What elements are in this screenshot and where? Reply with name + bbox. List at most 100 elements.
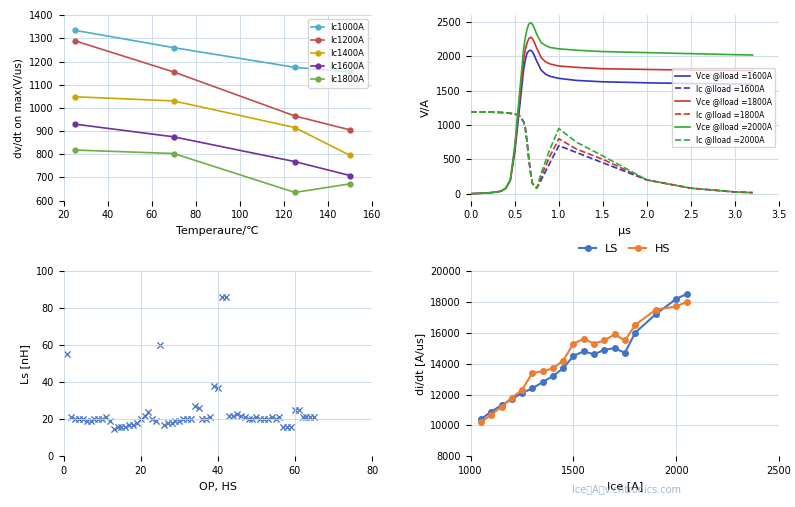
Point [246, 415, 259, 423]
Vce @Iload =1800A [532, 45, 541, 51]
Ic1000A [345, 69, 355, 75]
Vce @Iload =1600A [524, 48, 533, 54]
Vce @Iload =2000A [748, 52, 758, 58]
Ic @Iload =2000A [475, 109, 484, 115]
Vce @Iload =1600A [598, 79, 607, 85]
Vce @Iload =1800A [572, 64, 581, 70]
LS [568, 353, 578, 359]
LS [558, 365, 568, 371]
Ic @Iload =1600A [471, 109, 480, 115]
Ic @Iload =1800A [483, 109, 493, 115]
Vce @Iload =2000A [642, 50, 652, 56]
HS [528, 370, 537, 376]
Point [238, 413, 251, 421]
Ic @Iload =2000A [572, 139, 581, 145]
Line: Ic @Iload =2000A: Ic @Iload =2000A [471, 112, 753, 193]
Vce @Iload =2000A [598, 49, 607, 55]
Ic @Iload =1600A [532, 185, 541, 191]
Ic @Iload =2000A [528, 180, 537, 187]
LS [620, 350, 630, 356]
Vce @Iload =1800A [537, 55, 546, 61]
Point [285, 423, 297, 431]
HS [487, 412, 496, 418]
Vce @Iload =1800A [519, 57, 529, 63]
Ic @Iload =1800A [731, 189, 740, 195]
Vce @Iload =1600A [488, 190, 498, 196]
Point [219, 293, 232, 301]
Vce @Iload =1800A [514, 101, 524, 107]
Point [126, 421, 139, 429]
Line: Ic1200A: Ic1200A [72, 38, 352, 132]
Ic @Iload =1800A [510, 111, 519, 117]
Ic @Iload =1600A [483, 109, 493, 115]
Ic @Iload =1800A [475, 109, 484, 115]
Ic @Iload =1600A [748, 190, 758, 196]
Vce @Iload =1600A [554, 76, 564, 82]
Ic @Iload =1800A [686, 185, 696, 191]
Point [134, 415, 147, 423]
Ic1400A [169, 98, 179, 104]
Ic @Iload =1600A [528, 180, 537, 187]
Point [61, 350, 74, 358]
Ic @Iload =1800A [492, 110, 502, 116]
Point [76, 415, 89, 423]
Ic @Iload =1800A [525, 170, 535, 176]
Vce @Iload =1600A [731, 81, 740, 87]
Vce @Iload =1800A [501, 185, 510, 191]
Ic @Iload =2000A [519, 119, 529, 125]
Vce @Iload =1600A [483, 190, 493, 196]
Y-axis label: di/dt [A/us]: di/dt [A/us] [415, 333, 425, 394]
Point [262, 415, 274, 423]
Vce @Iload =1800A [510, 146, 519, 152]
Ic @Iload =2000A [514, 113, 524, 119]
Point [161, 419, 174, 427]
LS [497, 402, 506, 408]
Legend: Vce @Iload =1600A, Ic @Iload =1600A, Vce @Iload =1800A, Ic @Iload =1800A, Vce @I: Vce @Iload =1600A, Ic @Iload =1600A, Vce… [672, 68, 775, 148]
Ic @Iload =2000A [466, 109, 475, 115]
HS [672, 304, 681, 310]
Vce @Iload =1600A [529, 52, 539, 58]
Ic1000A [169, 45, 179, 51]
Ic @Iload =1800A [554, 136, 564, 142]
Point [95, 415, 108, 423]
Vce @Iload =2000A [475, 190, 484, 196]
Point [165, 419, 178, 427]
Point [142, 408, 155, 416]
Vce @Iload =2000A [541, 43, 550, 49]
Point [72, 415, 85, 423]
Vce @Iload =2000A [731, 52, 740, 58]
Ic @Iload =2000A [510, 111, 519, 117]
Ic @Iload =1800A [522, 139, 532, 145]
Ic @Iload =2000A [492, 110, 502, 116]
Point [88, 415, 101, 423]
Ic @Iload =2000A [525, 170, 535, 176]
Vce @Iload =1800A [466, 191, 475, 197]
Line: Vce @Iload =1800A: Vce @Iload =1800A [471, 37, 753, 194]
Point [250, 413, 262, 421]
X-axis label: Temperaure/℃: Temperaure/℃ [176, 226, 259, 236]
Ic @Iload =1600A [731, 189, 740, 195]
Ic @Iload =1800A [466, 109, 475, 115]
Point [169, 417, 182, 425]
Point [146, 415, 159, 423]
Ic1200A [169, 69, 179, 75]
HS [558, 357, 568, 364]
Vce @Iload =2000A [545, 45, 555, 51]
HS [599, 338, 609, 344]
Point [308, 413, 320, 421]
Point [122, 421, 135, 429]
Ic1800A [345, 181, 355, 187]
Vce @Iload =2000A [497, 188, 506, 194]
Ic @Iload =2000A [731, 189, 740, 195]
Ic @Iload =1800A [748, 190, 758, 196]
Ic1600A [169, 134, 179, 140]
Point [211, 384, 224, 392]
Point [227, 412, 239, 420]
Ic @Iload =1600A [514, 113, 524, 119]
Vce @Iload =2000A [506, 177, 515, 183]
Y-axis label: Ls [nH]: Ls [nH] [20, 344, 30, 384]
Vce @Iload =1800A [522, 40, 532, 46]
Vce @Iload =1800A [748, 67, 758, 74]
Vce @Iload =1600A [748, 81, 758, 87]
Ic1400A [345, 152, 355, 158]
